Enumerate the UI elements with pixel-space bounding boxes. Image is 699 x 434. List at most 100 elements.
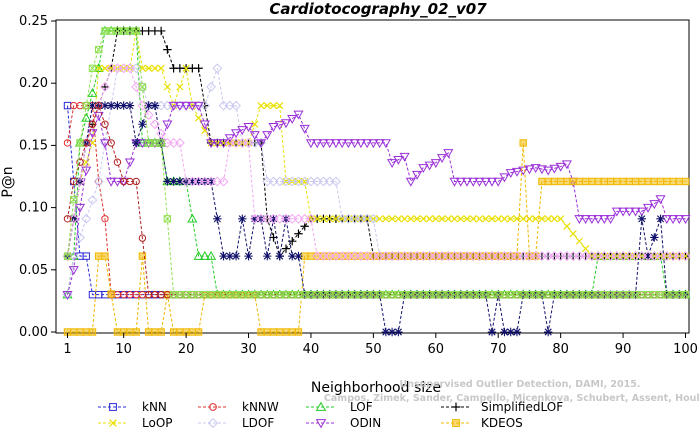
data-point-lof bbox=[206, 250, 217, 260]
data-point-odin bbox=[374, 139, 385, 149]
plot-frame bbox=[55, 19, 690, 334]
data-point-fastabod bbox=[143, 110, 154, 120]
y-tick-label: 0.20 bbox=[19, 76, 48, 91]
data-point-cof bbox=[82, 138, 91, 148]
data-point-odin bbox=[449, 177, 460, 187]
data-point-kdeos bbox=[644, 177, 652, 186]
data-point-cof bbox=[188, 177, 197, 186]
data-point-cof bbox=[219, 251, 228, 261]
data-point-cof bbox=[643, 251, 653, 261]
data-point-simplifiedlof bbox=[294, 229, 303, 238]
data-point-odin bbox=[511, 167, 523, 177]
data-point-loop bbox=[394, 215, 402, 223]
data-point-loop bbox=[157, 64, 165, 72]
data-point-loop bbox=[413, 215, 421, 223]
data-point-kdeos bbox=[675, 177, 683, 186]
data-point-kdeos bbox=[563, 177, 571, 186]
data-point-cof bbox=[506, 327, 515, 337]
data-point-kdeos bbox=[282, 328, 290, 336]
data-point-kdeos bbox=[288, 328, 296, 336]
data-point-odin bbox=[299, 124, 310, 134]
data-point-ldf bbox=[113, 158, 122, 166]
data-point-kdeos bbox=[113, 328, 122, 336]
data-point-inflo bbox=[82, 101, 90, 110]
series-odin bbox=[62, 101, 691, 300]
data-point-simplifiedlof bbox=[156, 26, 166, 36]
data-point-kdeos bbox=[82, 328, 90, 336]
data-point-odin bbox=[536, 165, 547, 175]
data-point-kdeos bbox=[650, 177, 658, 186]
data-point-kdeos bbox=[556, 177, 565, 186]
data-point-loop bbox=[95, 64, 103, 72]
legend-label: INFLO bbox=[481, 432, 516, 434]
series-line-fastabod bbox=[67, 67, 686, 257]
legend-item-ldf: LDF bbox=[350, 432, 373, 434]
data-point-kdeos bbox=[588, 177, 596, 186]
plot-area bbox=[55, 19, 691, 337]
data-point-odin bbox=[206, 139, 217, 149]
data-point-knnw bbox=[101, 215, 109, 223]
data-point-cof bbox=[131, 138, 141, 148]
x-tick-label: 90 bbox=[615, 342, 632, 357]
data-point-kdeos bbox=[625, 177, 634, 186]
data-point-odin bbox=[337, 139, 348, 149]
series-line-kdeos bbox=[67, 142, 686, 333]
data-point-odin bbox=[268, 123, 279, 132]
data-point-loop bbox=[575, 237, 584, 245]
data-point-odin bbox=[74, 203, 86, 213]
data-point-odin bbox=[474, 177, 485, 187]
data-point-cof bbox=[269, 214, 278, 223]
data-point-ldof bbox=[81, 213, 92, 224]
data-point-kdeos bbox=[575, 177, 584, 186]
data-point-knnw bbox=[95, 177, 103, 186]
series-line-odin bbox=[67, 105, 686, 295]
legend: kNN kNNW LOF SimplifiedLOF LoOP LDOF ODIN KDEOS… bbox=[98, 400, 563, 434]
y-axis: 0.00 0.05 0.10 0.15 0.20 0.25 bbox=[19, 14, 56, 340]
legend-item-loop: LoOP bbox=[98, 416, 173, 430]
data-point-kdeos bbox=[70, 328, 78, 336]
data-point-odin bbox=[243, 123, 254, 132]
data-point-loop bbox=[201, 126, 209, 135]
data-point-fastabod bbox=[125, 63, 135, 74]
data-point-kdeos bbox=[619, 177, 627, 186]
data-point-odin bbox=[486, 177, 498, 187]
data-point-odin bbox=[430, 159, 441, 169]
legend-label: kNNW bbox=[242, 400, 279, 414]
data-point-odin bbox=[380, 139, 391, 149]
data-point-cof bbox=[238, 214, 247, 223]
data-point-ldof bbox=[368, 213, 379, 224]
data-point-odin bbox=[655, 195, 666, 205]
legend-label: LDOF bbox=[242, 416, 274, 430]
data-point-odin bbox=[418, 164, 429, 174]
y-tick-label: 0.15 bbox=[19, 138, 48, 153]
data-point-kdeos bbox=[581, 177, 590, 186]
data-point-kdeos bbox=[76, 328, 84, 336]
data-point-odin bbox=[624, 207, 635, 217]
data-point-cof bbox=[512, 327, 522, 337]
legend-marker bbox=[207, 417, 219, 429]
data-point-loop bbox=[557, 215, 565, 223]
watermark-line-2: Campos, Zimek, Sander, Campello, Micenko… bbox=[324, 393, 699, 404]
data-point-cof bbox=[150, 101, 160, 110]
series-line-knnw bbox=[67, 105, 686, 296]
data-point-odin bbox=[68, 266, 79, 276]
legend-label: COF bbox=[142, 432, 167, 434]
x-tick-label: 80 bbox=[552, 342, 569, 357]
data-point-fastabod bbox=[243, 138, 254, 148]
data-point-odin bbox=[230, 129, 242, 139]
data-point-odin bbox=[305, 139, 317, 149]
data-point-odin bbox=[649, 200, 660, 210]
data-point-odin bbox=[580, 215, 591, 225]
legend-item-fastabod: FastABOD bbox=[212, 432, 301, 434]
x-tick-label: 50 bbox=[365, 342, 382, 357]
data-point-loop bbox=[257, 101, 265, 110]
x-tick-label: 1 bbox=[63, 342, 71, 357]
data-point-kdeos bbox=[606, 177, 615, 186]
data-point-cof bbox=[113, 101, 122, 110]
x-tick-label: 20 bbox=[178, 342, 195, 357]
data-point-loop bbox=[313, 215, 321, 223]
data-point-loop bbox=[332, 215, 340, 223]
data-point-loop bbox=[163, 83, 172, 91]
data-point-kdeos bbox=[656, 177, 665, 186]
series-kdeos bbox=[63, 139, 690, 336]
